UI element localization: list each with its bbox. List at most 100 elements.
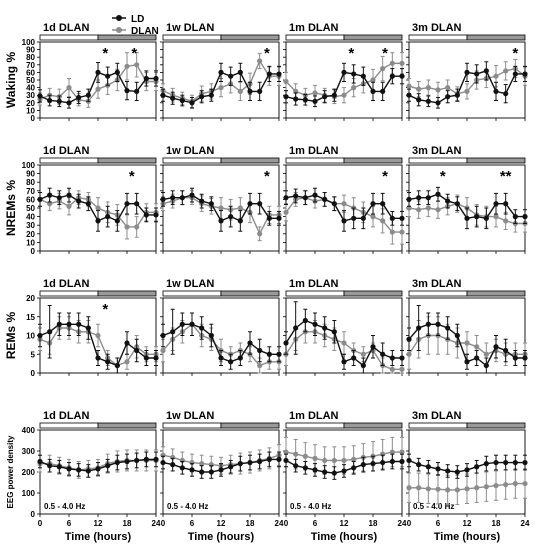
ld-data-point (416, 325, 422, 331)
ld-data-point (218, 467, 224, 473)
ld-data-point (425, 195, 431, 201)
dlan-data-point (134, 62, 140, 68)
ld-data-point (322, 325, 328, 331)
dark-phase-bar (343, 290, 403, 297)
dlan-data-point (416, 485, 422, 491)
ld-data-point (189, 321, 195, 327)
ld-data-point (208, 469, 214, 475)
ld-data-point (351, 215, 357, 221)
panel-title: 3m DLAN (412, 278, 462, 290)
ld-data-point (503, 201, 509, 207)
ld-data-point (389, 355, 395, 361)
panel-title: 3m DLAN (412, 145, 462, 157)
ld-data-point (56, 464, 62, 470)
dlan-data-point (380, 66, 386, 72)
ld-data-point (331, 470, 337, 476)
ld-data-point (445, 468, 451, 474)
dlan-data-point (293, 451, 299, 457)
dlan-data-point (522, 480, 528, 487)
ld-data-point (170, 95, 176, 101)
ld-data-point (143, 456, 149, 462)
ld-data-point (483, 362, 489, 369)
ld-data-point (199, 198, 205, 204)
ld-data-point (47, 97, 53, 104)
dlan-data-point (399, 60, 405, 66)
y-tick-label: 300 (22, 447, 36, 456)
band-label: 0.5 - 4.0 Hz (167, 502, 208, 511)
ld-data-point (257, 347, 263, 354)
ld-data-point (160, 196, 166, 202)
ld-data-point (153, 355, 159, 361)
ld-data-point (360, 462, 366, 468)
ld-data-point (283, 457, 289, 464)
legend-dlan-label: DLAN (131, 26, 159, 37)
panel-title: 1d DLAN (43, 22, 90, 34)
light-phase-bar (408, 34, 468, 41)
x-tick-label: 18 (369, 519, 378, 528)
y-tick-label: 80 (26, 178, 35, 187)
dlan-data-point (351, 456, 357, 462)
ld-data-point (399, 215, 405, 221)
ld-data-point (266, 71, 272, 77)
ld-data-point (464, 215, 470, 221)
dlan-data-point (257, 362, 263, 369)
y-tick-label: 0 (31, 114, 36, 123)
significance-marker: ** (500, 168, 512, 185)
light-phase-bar (285, 290, 345, 297)
ld-data-point (228, 464, 234, 470)
dlan-data-point (283, 449, 289, 455)
ld-data-point (66, 466, 72, 472)
ld-data-point (37, 93, 43, 99)
dlan-data-point (435, 207, 441, 213)
ld-data-point (522, 355, 528, 361)
ld-data-point (56, 195, 62, 201)
ld-data-point (464, 69, 470, 75)
dlan-data-point (445, 85, 451, 91)
ld-data-point (66, 100, 72, 106)
dlan-data-point (351, 85, 357, 91)
x-tick-label: 6 (67, 519, 72, 528)
y-tick-label: 90 (26, 46, 35, 55)
dlan-data-point (389, 229, 395, 235)
dark-phase-bar (220, 34, 280, 41)
dlan-data-point (493, 214, 499, 220)
ld-data-point (512, 71, 518, 77)
ld-data-point (124, 201, 130, 207)
ld-data-point (76, 467, 82, 473)
ld-data-point (512, 214, 518, 220)
ld-data-point (237, 218, 243, 224)
significance-marker: * (512, 45, 518, 62)
x-tick-label: 0 (38, 519, 43, 528)
ld-data-point (95, 218, 101, 224)
legend: LD DLAN (112, 14, 159, 37)
x-tick-label: 0 (284, 519, 289, 528)
rems-ylabel: REMs % (4, 311, 18, 359)
light-phase-bar (408, 157, 468, 164)
ld-data-point (503, 347, 509, 354)
panel-title: 3m DLAN (412, 410, 462, 422)
dlan-data-point (218, 205, 224, 211)
ld-data-point (351, 71, 357, 77)
ld-data-point (493, 344, 499, 350)
ld-data-point (276, 351, 282, 357)
light-phase-bar (162, 157, 222, 164)
x-tick-label: 18 (246, 519, 255, 528)
ld-data-point (493, 88, 499, 94)
y-tick-label: 40 (26, 84, 35, 93)
dlan-data-point (425, 85, 431, 91)
ld-data-point (425, 321, 431, 327)
ld-data-point (85, 201, 91, 207)
ld-data-point (276, 456, 282, 462)
ld-data-point (134, 347, 140, 354)
ld-data-point (47, 329, 53, 335)
light-phase-bar (39, 290, 99, 297)
significance-marker: * (102, 45, 108, 62)
dlan-data-point (406, 83, 412, 89)
panel-title: 1w DLAN (166, 410, 214, 422)
dlan-data-point (66, 203, 72, 209)
ld-data-point (85, 92, 91, 98)
dlan-data-point (237, 88, 243, 94)
ld-data-point (302, 195, 308, 201)
dlan-data-point (483, 351, 489, 357)
y-tick-label: 0 (31, 510, 36, 519)
